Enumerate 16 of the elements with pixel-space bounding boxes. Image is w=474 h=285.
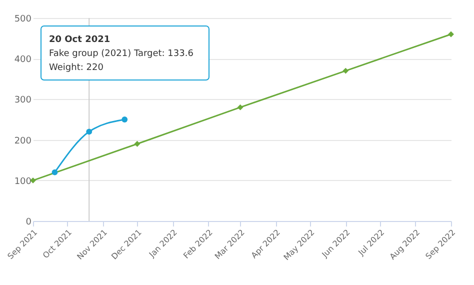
y-tick-label: 100: [14, 176, 32, 187]
y-tick-label: 400: [14, 55, 32, 66]
annotation: 20 Oct 2021: [49, 35, 110, 45]
point: [342, 68, 349, 74]
annotation: Weight: 220: [49, 63, 104, 73]
y-tick-label: 300: [14, 96, 32, 106]
point: [237, 104, 244, 110]
y-tick-label: 200: [14, 136, 32, 146]
y-tick-label: 500: [14, 14, 32, 24]
y-tick-label: 0: [26, 218, 32, 228]
point: [448, 31, 454, 38]
point: [86, 128, 92, 135]
point: [122, 116, 128, 122]
annotation: Fake group (2021) Target: 133.6: [49, 49, 194, 59]
point: [134, 140, 140, 147]
point: [52, 169, 58, 176]
